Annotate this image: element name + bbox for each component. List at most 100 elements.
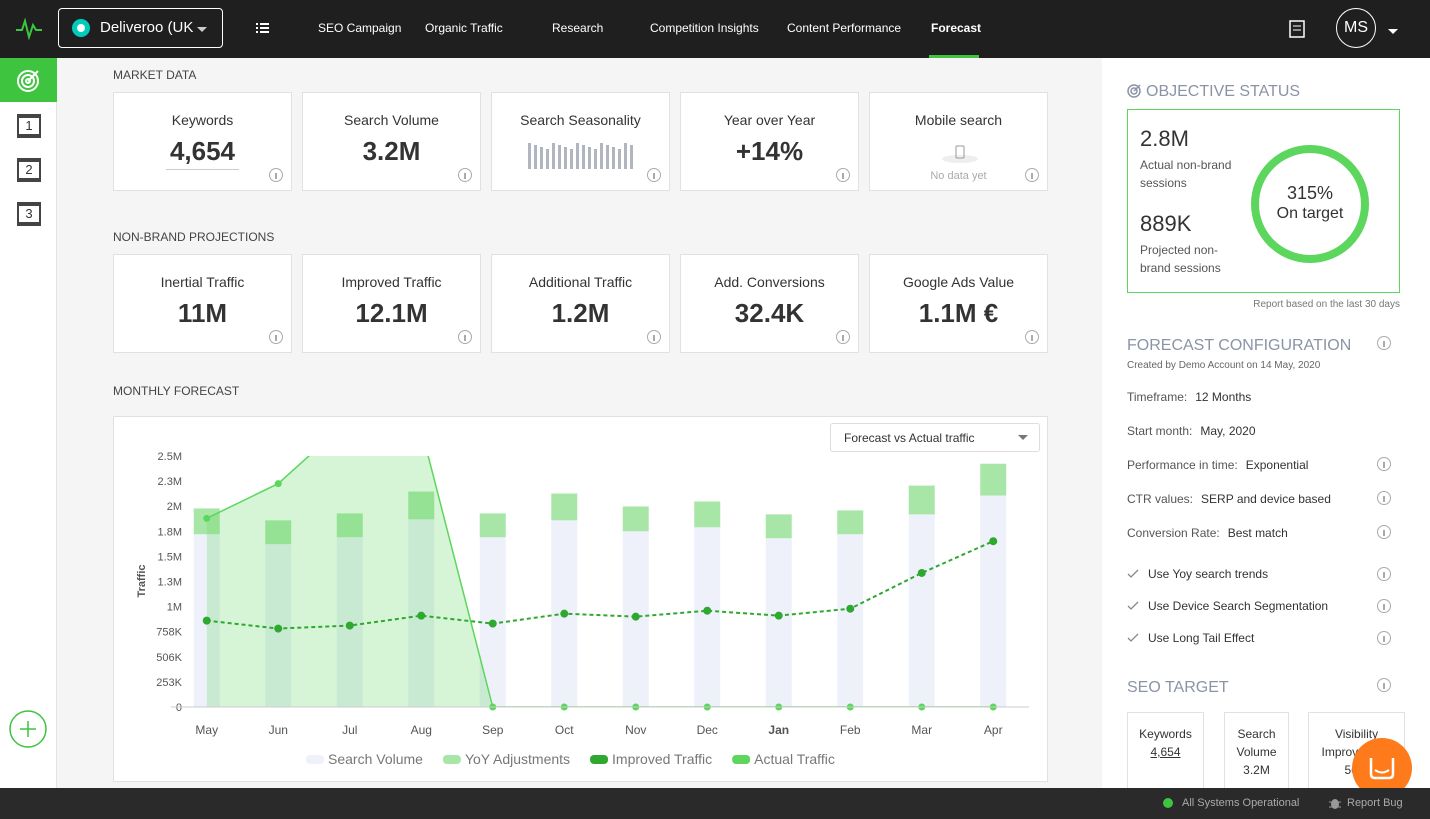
card-label: Search Volume (344, 112, 439, 128)
info-icon (458, 168, 472, 182)
point (203, 514, 211, 522)
spark-bar (552, 143, 555, 169)
sidebar-active[interactable] (0, 58, 57, 102)
nav-tab[interactable]: Forecast (931, 21, 982, 35)
bar (479, 513, 506, 538)
spark-bar (630, 145, 633, 169)
step-button[interactable]: 2 (17, 158, 41, 182)
info-icon (1377, 678, 1391, 692)
projected-value: 889K (1140, 211, 1192, 236)
legend-label: Actual Traffic (754, 751, 835, 767)
legend-swatch (306, 755, 324, 764)
doc-icon[interactable] (1289, 20, 1305, 38)
avatar[interactable]: MS (1336, 8, 1376, 48)
panel-title: OBJECTIVE STATUS (1146, 83, 1301, 100)
point (417, 611, 426, 620)
nav-tab[interactable]: Content Performance (787, 21, 902, 35)
y-tick-label: 0 (176, 702, 182, 714)
card-value: 1.1M € (918, 298, 999, 328)
step-button[interactable]: 1 (17, 114, 41, 138)
config-value: Exponential (1245, 458, 1309, 472)
metric-card: Search Volume 3.2M (302, 92, 481, 191)
note: No data yet (930, 170, 987, 182)
check-icon (1127, 633, 1139, 642)
nav-tab[interactable]: Organic Traffic (425, 21, 503, 35)
section-title: NON-BRAND PROJECTIONS (113, 230, 275, 244)
y-tick-label: 1.8M (158, 526, 182, 538)
target-value: 3.2M (1243, 763, 1270, 777)
config-label: CTR values: (1127, 492, 1194, 506)
y-tick-label: 2M (167, 501, 182, 513)
view-select[interactable]: Forecast vs Actual traffic (830, 423, 1040, 452)
metric-card: Inertial Traffic 11M (113, 254, 292, 353)
config-value: SERP and device based (1201, 492, 1331, 506)
spark-bar (534, 145, 537, 169)
legend-swatch (590, 755, 609, 764)
legend-label: Search Volume (328, 751, 423, 767)
view-label: Forecast vs Actual traffic (844, 431, 975, 445)
info-icon (1025, 330, 1039, 344)
right-panel (1102, 58, 1430, 788)
spark-bar (582, 145, 585, 169)
nav-tab[interactable]: Research (552, 21, 604, 35)
config-row: Start month: May, 2020 (1127, 424, 1256, 438)
caret (1388, 29, 1398, 34)
created: Created by Demo Account on 14 May, 2020 (1127, 360, 1321, 371)
x-tick-label: Feb (840, 723, 861, 737)
y-tick-label: 1M (167, 602, 182, 614)
info-icon (836, 330, 850, 344)
target-icon (17, 70, 39, 92)
info-icon (1377, 567, 1391, 581)
info-icon (1377, 336, 1391, 350)
add-button[interactable] (9, 710, 47, 748)
spark-bar (564, 147, 567, 169)
info-icon (1377, 457, 1391, 471)
config-row: Performance in time: Exponential (1127, 458, 1308, 472)
panel-title: SEO TARGET (1127, 679, 1229, 696)
step-button[interactable]: 3 (17, 202, 41, 226)
config-label: Conversion Rate: (1127, 526, 1220, 540)
phone-icon (942, 145, 978, 163)
card-label: Mobile search (914, 112, 1003, 128)
spark-bar (570, 149, 573, 169)
card-label: Improved Traffic (341, 274, 442, 290)
phone (955, 145, 965, 159)
x-tick-label: May (195, 723, 218, 737)
config-label: Start month: (1127, 424, 1193, 438)
target-label: Search Volume (1236, 727, 1277, 759)
point (202, 616, 211, 625)
info-icon (836, 168, 850, 182)
tab-underline (929, 55, 979, 58)
point (917, 568, 926, 577)
x-tick-label: Apr (984, 723, 1003, 737)
account-select[interactable]: Deliveroo (UK (58, 8, 223, 48)
caret (1018, 435, 1028, 440)
config-value: 12 Months (1195, 390, 1252, 404)
sidebar: 1 2 3 (0, 58, 57, 788)
bar (622, 506, 649, 532)
logo (16, 17, 42, 40)
spark-bar (528, 143, 531, 169)
card-value: 1.2M (551, 298, 610, 328)
actual-value: 2.8M (1140, 126, 1189, 151)
card-value: 4,654 (165, 136, 240, 170)
panel-title: FORECAST CONFIGURATION (1127, 337, 1352, 354)
nav-tab[interactable]: SEO Campaign (318, 21, 402, 35)
report-bug[interactable]: Report Bug (1347, 797, 1403, 809)
metric-card: Add. Conversions 32.4K (680, 254, 859, 353)
info-icon (269, 330, 283, 344)
info-icon (1377, 525, 1391, 539)
chat-button[interactable] (1352, 738, 1412, 798)
spark-bar (594, 149, 597, 169)
card-value: 11M (177, 298, 228, 328)
menu-icon[interactable] (256, 21, 270, 35)
footer: All Systems Operational Report Bug (0, 788, 1430, 819)
nav-tab[interactable]: Competition Insights (650, 21, 759, 35)
spark-bar (576, 143, 579, 169)
bar (765, 538, 792, 707)
bar (694, 527, 721, 707)
note: Report based on the last 30 days (1253, 299, 1400, 310)
y-tick-label: 1.5M (158, 551, 182, 563)
y-tick-label: 2.5M (158, 451, 182, 463)
